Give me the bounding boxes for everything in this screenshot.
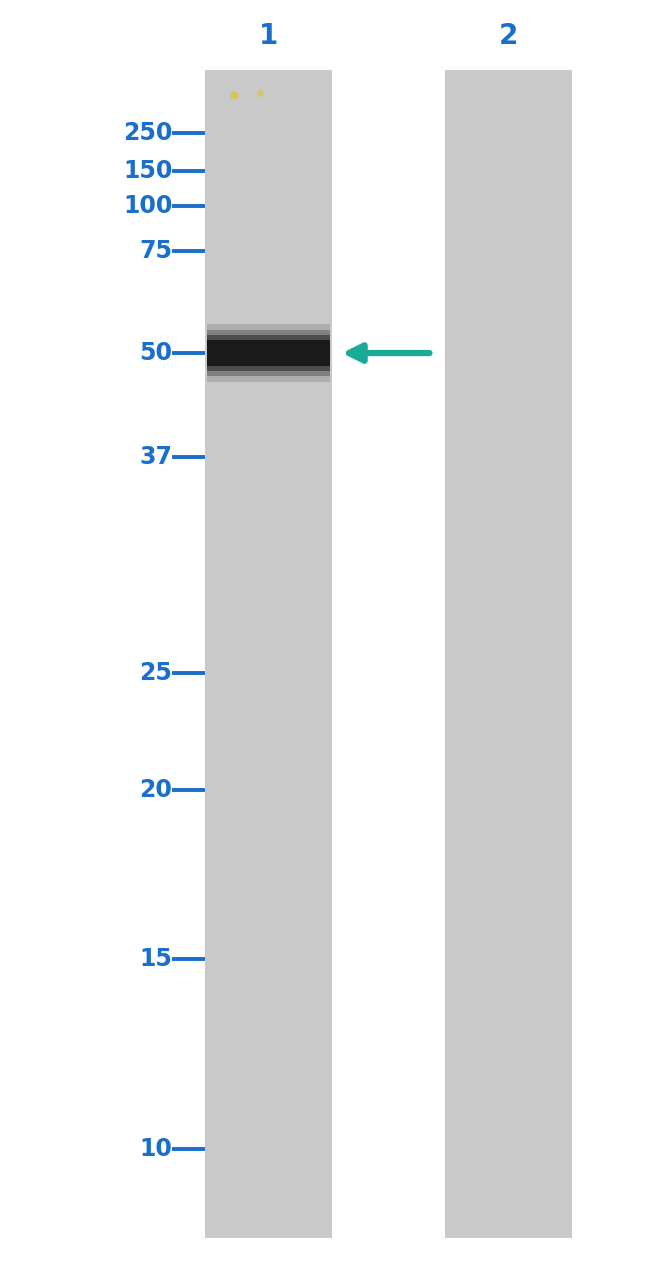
Bar <box>207 324 330 340</box>
Text: 25: 25 <box>139 662 172 685</box>
Bar <box>207 366 330 376</box>
Text: 20: 20 <box>139 779 172 801</box>
Text: 15: 15 <box>139 947 172 970</box>
Text: 75: 75 <box>139 240 172 263</box>
Text: 2: 2 <box>499 22 518 50</box>
Text: 100: 100 <box>123 194 172 217</box>
Text: 1: 1 <box>259 22 278 50</box>
Bar <box>207 335 330 340</box>
Bar <box>207 366 330 382</box>
Text: 250: 250 <box>123 122 172 145</box>
Bar <box>207 330 330 340</box>
Bar <box>445 70 572 1238</box>
Bar <box>205 70 332 1238</box>
Text: 10: 10 <box>139 1138 172 1161</box>
Bar <box>207 366 330 371</box>
Text: 50: 50 <box>139 342 172 364</box>
Text: 150: 150 <box>123 160 172 183</box>
Bar <box>207 340 330 366</box>
Text: 37: 37 <box>139 446 172 469</box>
